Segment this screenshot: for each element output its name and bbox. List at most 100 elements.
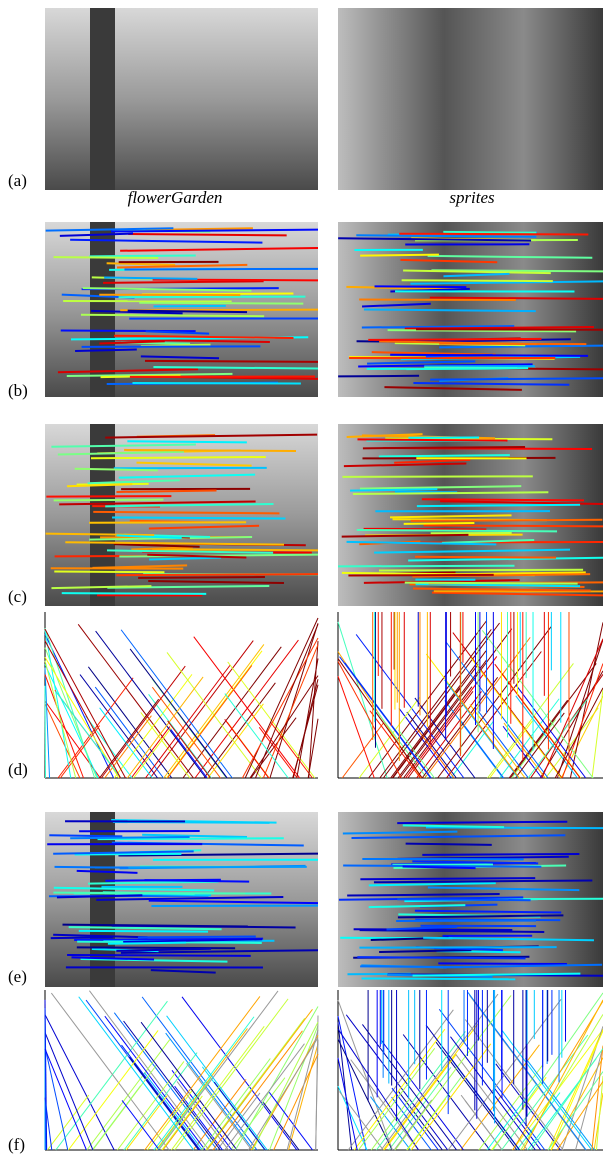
track-line: [79, 931, 208, 932]
track-line: [424, 525, 603, 526]
track-line: [405, 583, 578, 584]
track-line: [45, 1047, 68, 1150]
panel: [338, 612, 603, 778]
track-line: [124, 450, 296, 451]
track-line: [152, 549, 318, 550]
track-line: [89, 522, 246, 523]
track-line: [105, 880, 221, 881]
track-line: [439, 1009, 545, 1150]
row-label: (e): [8, 967, 27, 986]
track-line: [422, 854, 579, 855]
track-line: [402, 280, 553, 281]
track-line: [225, 694, 288, 778]
track-line: [138, 936, 256, 937]
column-caption: flowerGarden: [128, 188, 223, 207]
track-line: [297, 658, 318, 778]
track-line: [183, 647, 281, 778]
track-line: [127, 441, 246, 442]
track-line: [204, 683, 275, 778]
panel: [338, 424, 603, 606]
track-line: [58, 678, 133, 778]
track-line: [145, 361, 318, 362]
track-line: [338, 566, 514, 567]
panel: [45, 990, 318, 1150]
track-line: [175, 999, 288, 1150]
track-line: [338, 661, 401, 778]
track-line: [112, 517, 285, 518]
track-line: [425, 637, 530, 778]
track-line: [124, 269, 318, 270]
track-line: [70, 837, 189, 838]
tree-trunk: [90, 424, 115, 606]
track-line: [119, 297, 306, 298]
track-line: [45, 704, 80, 778]
track-line: [392, 1097, 432, 1150]
track-line: [430, 298, 603, 299]
track-line: [338, 1022, 352, 1150]
track-line: [392, 1088, 438, 1150]
track-line: [406, 368, 528, 369]
track-line: [404, 523, 475, 524]
track-line: [242, 638, 318, 778]
track-line: [54, 257, 159, 258]
panel: [45, 8, 318, 190]
track-line: [426, 827, 603, 828]
track-line: [167, 665, 251, 778]
track-line: [411, 520, 603, 521]
panel: [338, 8, 603, 190]
track-line: [357, 439, 507, 440]
track-line: [55, 867, 129, 868]
track-line: [117, 1061, 183, 1150]
track-line: [430, 378, 603, 379]
track-line: [338, 622, 387, 778]
image: [338, 8, 603, 190]
track-line: [164, 644, 264, 778]
panel: [45, 812, 318, 987]
track-line: [362, 978, 516, 979]
track-line: [89, 991, 208, 1150]
row-label: (a): [8, 171, 27, 190]
track-line: [77, 947, 235, 948]
track-line: [338, 659, 422, 778]
track-line: [397, 899, 530, 900]
track-line: [287, 1030, 318, 1150]
track-line: [406, 844, 492, 845]
track-line: [383, 1024, 477, 1150]
track-line: [53, 893, 245, 894]
track-line: [400, 629, 512, 778]
track-line: [465, 1020, 563, 1150]
track-line: [68, 1030, 158, 1150]
track-line: [399, 708, 451, 778]
track-line: [354, 929, 513, 930]
track-line: [122, 1045, 201, 1150]
panel: [45, 424, 318, 606]
track-line: [122, 1100, 159, 1150]
track-line: [93, 1065, 157, 1150]
figure: flowerGarden sprites (a)(b)(c)(d)(e)(f): [0, 0, 603, 1156]
track-line: [153, 280, 318, 281]
track-line: [108, 943, 186, 944]
track-line: [56, 1001, 168, 1150]
track-line: [375, 286, 467, 287]
track-line: [208, 704, 264, 778]
track-line: [357, 957, 525, 958]
track-line: [452, 689, 519, 778]
track-line: [78, 624, 193, 778]
row-label: (b): [8, 381, 28, 400]
track-line: [274, 1054, 318, 1150]
track-line: [360, 255, 439, 256]
panel: [338, 812, 603, 987]
track-line: [338, 376, 419, 377]
track-line: [51, 937, 113, 938]
panel: [338, 990, 603, 1150]
track-line: [91, 457, 266, 458]
track-line: [167, 651, 262, 778]
track-line: [379, 570, 583, 571]
track-line: [415, 557, 556, 558]
image: [338, 424, 603, 606]
track-line: [360, 878, 535, 879]
row-label: (f): [8, 1135, 25, 1154]
track-line: [338, 676, 374, 778]
track-line: [213, 1031, 302, 1150]
track-line: [214, 1082, 265, 1150]
